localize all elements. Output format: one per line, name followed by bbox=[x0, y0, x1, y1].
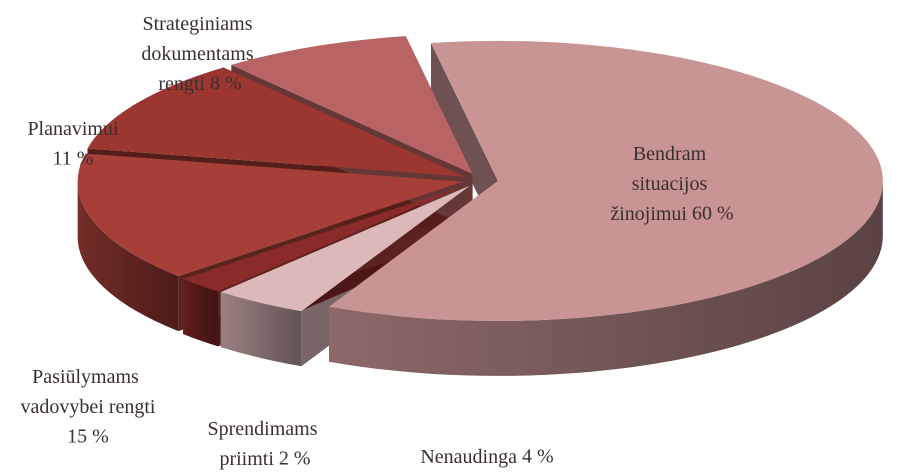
value-label: 8 % bbox=[210, 73, 242, 95]
slice-label: Pasiūlymams vadovybei rengti bbox=[21, 366, 156, 418]
value-label: 11 % bbox=[53, 148, 94, 170]
value-label: 2 % bbox=[279, 448, 311, 470]
slice-label: Sprendimams priimti bbox=[208, 418, 323, 470]
slice-label: Strateginiams dokumentams rengti bbox=[141, 13, 258, 95]
slice-wall bbox=[329, 180, 883, 376]
slice-wall bbox=[220, 292, 302, 367]
slice-label: Bendram situacijos žinojimui bbox=[610, 143, 712, 225]
slice-label: Planavimui bbox=[27, 118, 119, 140]
slice-wall bbox=[77, 181, 179, 332]
value-label: 15 % bbox=[67, 426, 109, 448]
slice-label: Nenaudinga bbox=[420, 446, 517, 468]
slice bbox=[329, 40, 883, 321]
slice-wall bbox=[183, 279, 218, 347]
value-label: 60 % bbox=[692, 203, 734, 225]
slice-side bbox=[430, 43, 498, 236]
slice bbox=[77, 153, 463, 277]
slice bbox=[183, 184, 468, 292]
slice bbox=[87, 67, 465, 177]
value-label: 4 % bbox=[522, 446, 554, 468]
slice bbox=[231, 36, 473, 175]
slice bbox=[220, 185, 471, 312]
